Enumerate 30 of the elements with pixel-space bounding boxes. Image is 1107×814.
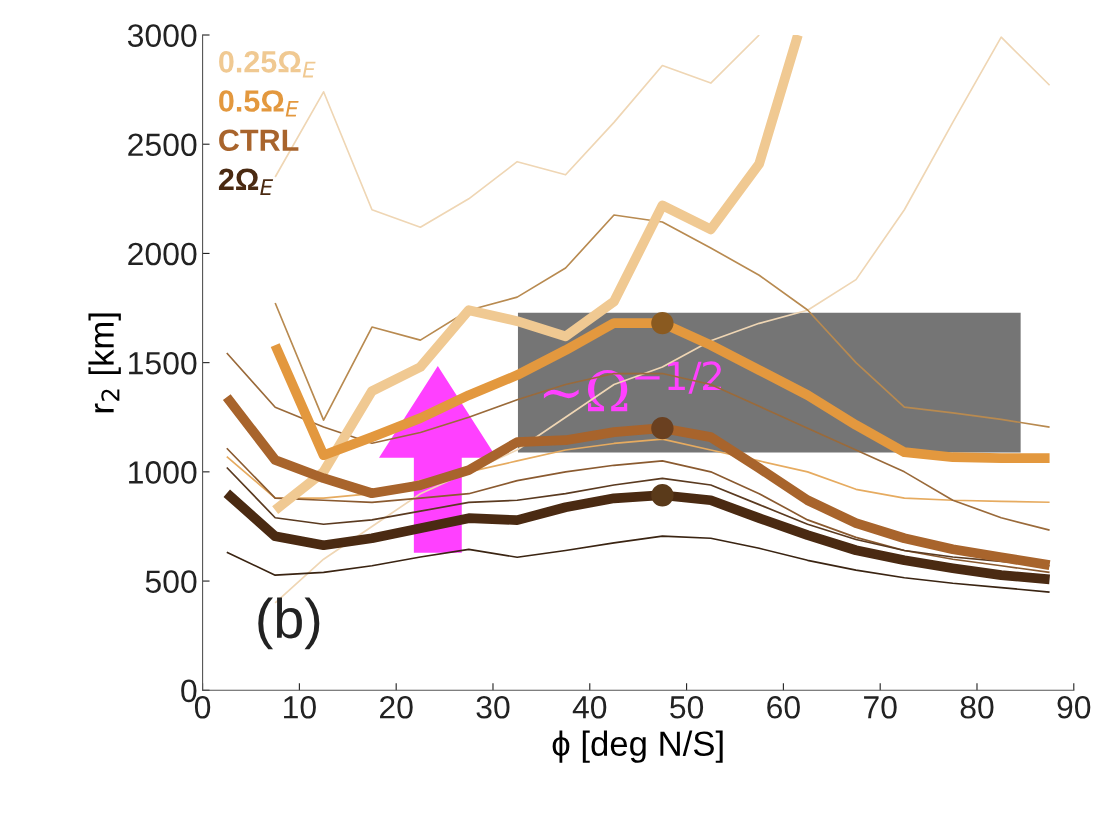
point bbox=[651, 311, 674, 335]
point bbox=[651, 416, 674, 440]
point bbox=[651, 484, 674, 507]
y-tick-label: 0 bbox=[181, 679, 197, 703]
x-tick-label: 80 bbox=[960, 695, 994, 719]
x-tick-label: 50 bbox=[670, 695, 704, 719]
text: 2Ω$_{E}$ bbox=[218, 168, 274, 195]
text: 0.5Ω$_{E}$ bbox=[219, 90, 299, 117]
x-tick-label: 30 bbox=[476, 695, 510, 719]
x-tick-label: 70 bbox=[864, 695, 897, 719]
text: 0.25Ω$_{E}$ bbox=[219, 51, 316, 78]
line-series bbox=[274, 214, 1051, 428]
x-tick-label: 20 bbox=[380, 695, 413, 719]
x-axis-title: ϕ [deg N/S] bbox=[552, 730, 723, 763]
y-tick-label: 500 bbox=[145, 570, 197, 593]
text: CTRL bbox=[219, 129, 299, 152]
line-series bbox=[225, 352, 1051, 532]
y-tick-label: 3000 bbox=[127, 24, 197, 47]
x-tick-label: 60 bbox=[767, 695, 800, 719]
y-axis-title: r$_{2}$ [km] bbox=[88, 313, 121, 413]
line-series bbox=[225, 535, 1051, 594]
y-tick-label: 2000 bbox=[128, 242, 197, 266]
y-tick-label: 1500 bbox=[129, 351, 197, 375]
line-series bbox=[225, 447, 1051, 574]
x-tick-label: 90 bbox=[1057, 695, 1091, 719]
y-tick-label: 2500 bbox=[128, 133, 197, 157]
x-tick-label: 10 bbox=[284, 695, 316, 719]
x-tick-label: 40 bbox=[572, 695, 607, 719]
y-tick-label: 1000 bbox=[129, 461, 197, 484]
annotation: (b) bbox=[258, 597, 320, 650]
